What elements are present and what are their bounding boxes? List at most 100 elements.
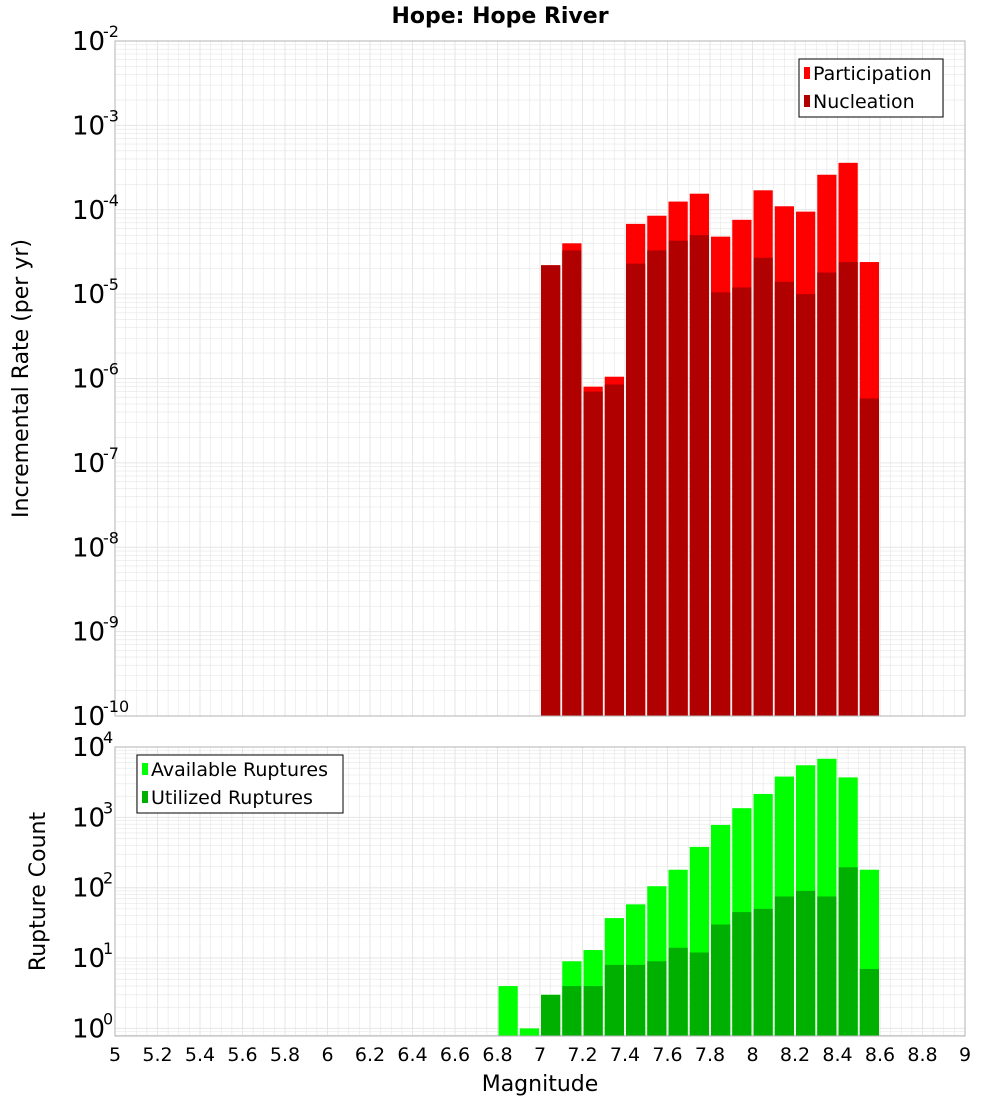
rate-panel: 10-1010-910-810-710-610-510-410-310-2Inc…: [9, 22, 966, 732]
legend-entry: Available Ruptures: [151, 759, 328, 781]
bar-utilized-ruptures: [732, 912, 752, 1036]
x-tick-label: 5: [109, 1044, 121, 1066]
x-tick-label: 5.8: [270, 1044, 300, 1066]
bar-utilized-ruptures: [753, 908, 773, 1036]
legend-box: [136, 754, 344, 814]
x-axis-ticks: 5 5.2 5.4 5.6 5.8 6 6.2 6.4 6.6 6.8 7 7.2 7.4 7.6 7.8 8…: [109, 1044, 971, 1066]
bar-nucleation: [817, 272, 837, 716]
bar-nucleation: [604, 384, 624, 716]
bar-nucleation: [859, 398, 879, 716]
x-tick-label: 5.2: [142, 1044, 172, 1066]
grid: [114, 40, 966, 717]
y-tick-exponent: 4: [103, 728, 113, 747]
legend-swatch: [142, 791, 148, 803]
bar-nucleation: [689, 235, 709, 716]
bar-utilized-ruptures: [668, 947, 688, 1036]
x-tick-label: 5.6: [227, 1044, 257, 1066]
x-tick-label: 6.4: [397, 1044, 427, 1066]
y-tick-label: 10: [72, 27, 105, 57]
x-tick-label: 8.8: [907, 1044, 937, 1066]
bar-available-ruptures: [519, 1028, 539, 1036]
y-tick-label: 10: [72, 533, 105, 563]
bars: [541, 162, 879, 717]
bar-utilized-ruptures: [562, 986, 582, 1036]
y-tick-label: 10: [72, 1014, 105, 1044]
bar-utilized-ruptures: [711, 924, 731, 1036]
y-tick-label: 10: [72, 803, 105, 833]
plot-frame: [114, 40, 966, 717]
y-tick-exponent: -4: [103, 191, 119, 210]
bar-nucleation: [668, 240, 688, 717]
y-tick-label: 10: [72, 196, 105, 226]
bar-utilized-ruptures: [689, 952, 709, 1036]
bar-utilized-ruptures: [838, 867, 858, 1036]
y-tick-exponent: -3: [103, 106, 119, 125]
bar-utilized-ruptures: [859, 968, 879, 1036]
x-tick-label: 8.2: [780, 1044, 810, 1066]
y-tick-exponent: -2: [103, 22, 119, 41]
x-tick-label: 6.6: [440, 1044, 470, 1066]
bar-nucleation: [711, 292, 731, 716]
y-tick-exponent: -6: [103, 360, 119, 379]
bar-nucleation: [562, 250, 582, 717]
bar-utilized-ruptures: [604, 964, 624, 1036]
bar-utilized-ruptures: [774, 896, 794, 1036]
x-tick-label: 8.6: [865, 1044, 895, 1066]
x-tick-label: 7.2: [567, 1044, 597, 1066]
legend-entry: Nucleation: [813, 91, 915, 113]
legend-swatch: [804, 67, 810, 79]
y-tick-label: 10: [72, 280, 105, 310]
legend-entry: Utilized Ruptures: [151, 787, 313, 809]
legend-entry: Participation: [813, 63, 932, 85]
y-tick-label: 10: [72, 733, 105, 763]
x-tick-label: 5.4: [185, 1044, 215, 1066]
x-tick-label: 8: [746, 1044, 758, 1066]
bar-nucleation: [647, 250, 667, 717]
x-tick-label: 9: [959, 1044, 971, 1066]
bar-utilized-ruptures: [817, 896, 837, 1036]
y-tick-exponent: 3: [103, 798, 113, 817]
bar-nucleation: [583, 391, 603, 716]
x-tick-label: 7.6: [652, 1044, 682, 1066]
y-tick-label: 10: [72, 702, 105, 732]
bar-nucleation: [732, 287, 752, 716]
bar-utilized-ruptures: [541, 994, 561, 1036]
legend-swatch: [142, 763, 148, 775]
bar-utilized-ruptures: [796, 890, 816, 1036]
y-tick-exponent: -9: [103, 613, 119, 632]
y-tick-exponent: -5: [103, 275, 119, 294]
y-tick-exponent: 1: [103, 939, 113, 958]
bar-nucleation: [838, 262, 858, 716]
bar-nucleation: [626, 263, 646, 716]
bar-nucleation: [541, 265, 561, 716]
x-tick-label: 7.8: [695, 1044, 725, 1066]
x-axis-label: Magnitude: [482, 1072, 599, 1097]
y-tick-exponent: 2: [103, 869, 113, 888]
x-tick-label: 6: [321, 1044, 333, 1066]
y-tick-label: 10: [72, 111, 105, 141]
y-tick-label: 10: [72, 449, 105, 479]
y-axis-label: Incremental Rate (per yr): [9, 239, 34, 518]
legend: Available Ruptures Utilized Ruptures: [136, 754, 344, 814]
plot-frame: [114, 746, 966, 1037]
x-tick-label: 6.2: [355, 1044, 385, 1066]
bar-nucleation: [796, 294, 816, 716]
bar-utilized-ruptures: [647, 961, 667, 1036]
bars: [498, 758, 879, 1036]
bar-available-ruptures: [498, 986, 518, 1036]
bar-utilized-ruptures: [583, 986, 603, 1036]
bar-nucleation: [774, 281, 794, 716]
x-tick-label: 7.4: [610, 1044, 640, 1066]
chart-title: Hope: Hope River: [391, 4, 608, 29]
y-tick-exponent: -10: [103, 697, 129, 716]
legend-box: [798, 58, 944, 118]
y-tick-exponent: -7: [103, 444, 119, 463]
y-tick-label: 10: [72, 874, 105, 904]
bar-utilized-ruptures: [626, 964, 646, 1036]
y-tick-label: 10: [72, 944, 105, 974]
x-tick-label: 7: [534, 1044, 546, 1066]
